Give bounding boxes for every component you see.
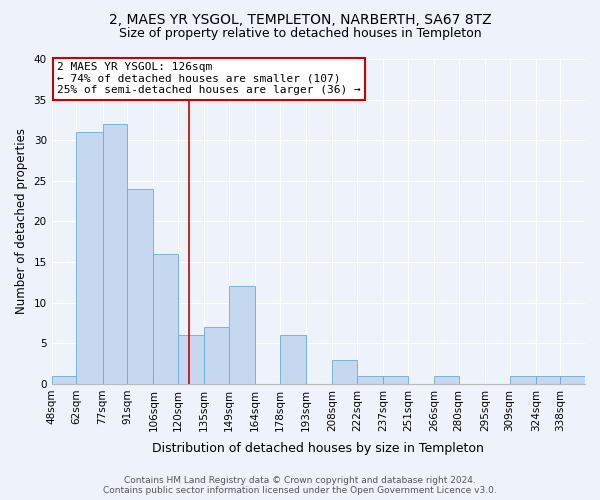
Bar [178,335,204,384]
Bar [127,189,154,384]
Bar [229,286,255,384]
Bar [383,376,408,384]
Y-axis label: Number of detached properties: Number of detached properties [15,128,28,314]
Bar [560,376,585,384]
Bar [509,376,536,384]
Bar [434,376,458,384]
Text: 2, MAES YR YSGOL, TEMPLETON, NARBERTH, SA67 8TZ: 2, MAES YR YSGOL, TEMPLETON, NARBERTH, S… [109,12,491,26]
Text: 2 MAES YR YSGOL: 126sqm
← 74% of detached houses are smaller (107)
25% of semi-d: 2 MAES YR YSGOL: 126sqm ← 74% of detache… [57,62,361,96]
Bar [52,376,76,384]
Bar [154,254,178,384]
Bar [103,124,127,384]
Bar [204,327,229,384]
X-axis label: Distribution of detached houses by size in Templeton: Distribution of detached houses by size … [152,442,484,455]
Text: Size of property relative to detached houses in Templeton: Size of property relative to detached ho… [119,28,481,40]
Bar [357,376,383,384]
Text: Contains HM Land Registry data © Crown copyright and database right 2024.
Contai: Contains HM Land Registry data © Crown c… [103,476,497,495]
Bar [536,376,560,384]
Bar [280,335,306,384]
Bar [332,360,357,384]
Bar [76,132,103,384]
